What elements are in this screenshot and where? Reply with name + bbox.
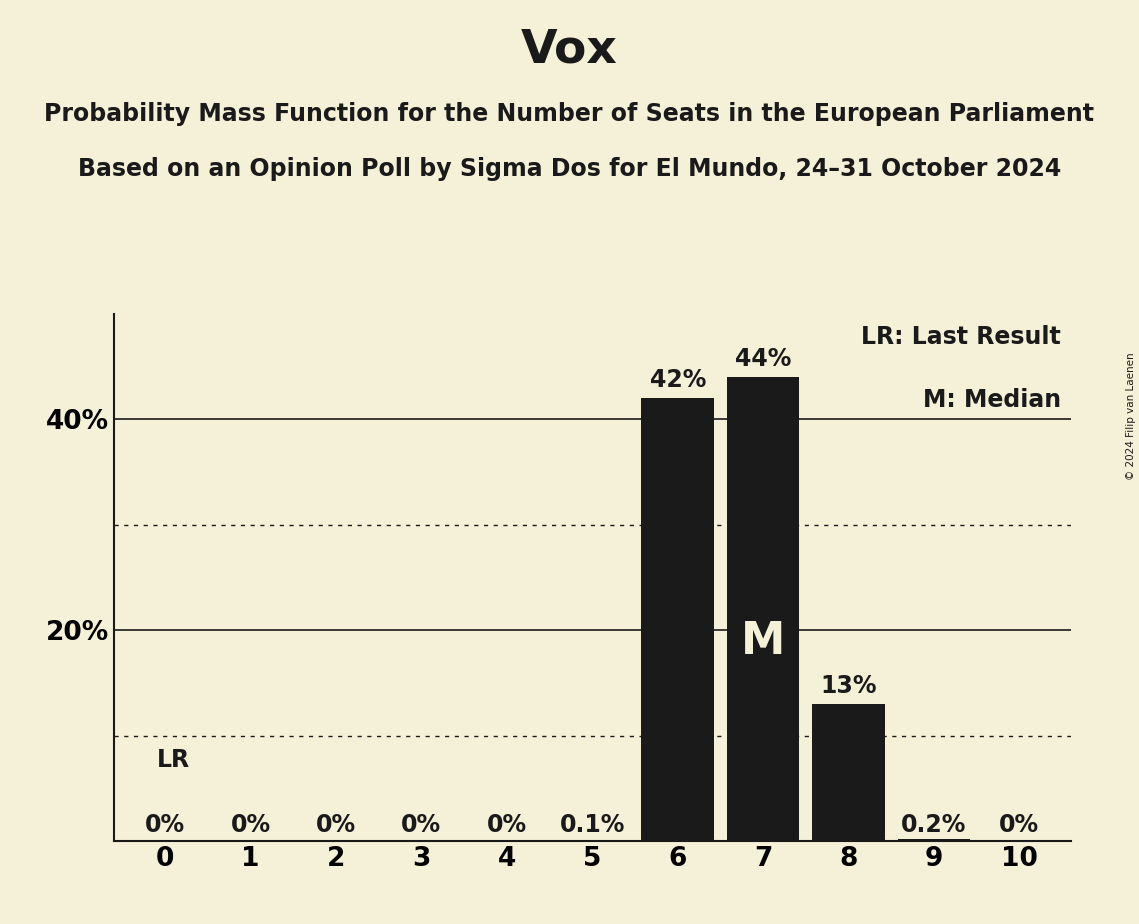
Bar xyxy=(898,839,970,841)
Text: 13%: 13% xyxy=(820,674,877,698)
Text: 0%: 0% xyxy=(145,812,186,836)
Bar xyxy=(641,398,714,841)
Text: 0%: 0% xyxy=(401,812,442,836)
Text: 0%: 0% xyxy=(230,812,271,836)
Text: M: Median: M: Median xyxy=(923,388,1062,412)
Text: Based on an Opinion Poll by Sigma Dos for El Mundo, 24–31 October 2024: Based on an Opinion Poll by Sigma Dos fo… xyxy=(77,157,1062,181)
Text: 0%: 0% xyxy=(316,812,357,836)
Text: 0.2%: 0.2% xyxy=(901,812,967,836)
Text: M: M xyxy=(741,620,785,663)
Text: 0.1%: 0.1% xyxy=(559,812,625,836)
Text: Probability Mass Function for the Number of Seats in the European Parliament: Probability Mass Function for the Number… xyxy=(44,102,1095,126)
Text: 0%: 0% xyxy=(486,812,527,836)
Bar xyxy=(812,704,885,841)
Text: LR: Last Result: LR: Last Result xyxy=(861,324,1062,348)
Bar xyxy=(727,377,800,841)
Text: 44%: 44% xyxy=(735,347,792,371)
Text: © 2024 Filip van Laenen: © 2024 Filip van Laenen xyxy=(1126,352,1136,480)
Text: 42%: 42% xyxy=(649,368,706,392)
Text: Vox: Vox xyxy=(521,28,618,73)
Bar xyxy=(556,840,629,841)
Text: LR: LR xyxy=(157,748,190,772)
Text: 0%: 0% xyxy=(999,812,1040,836)
